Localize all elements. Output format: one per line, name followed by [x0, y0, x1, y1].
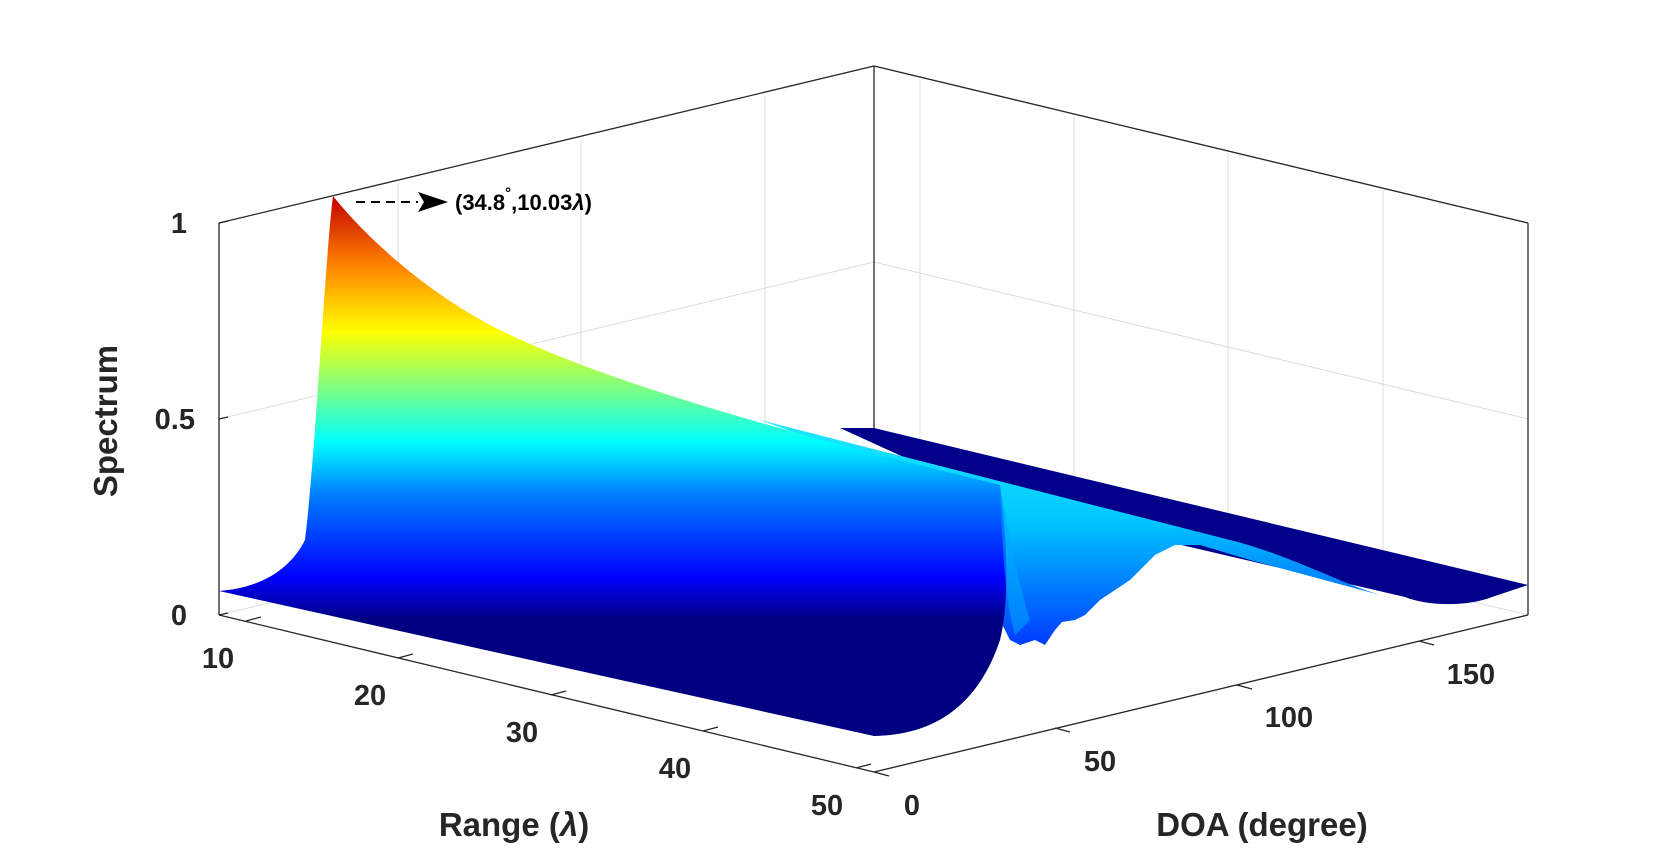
- range-tick-mark: [397, 653, 414, 659]
- range-tick-mark: [245, 616, 262, 622]
- range-tick-label: 40: [659, 753, 691, 785]
- spectrum-surface: [219, 196, 1528, 736]
- range-tick-label: 30: [506, 717, 538, 749]
- top-back-edge: [218, 65, 875, 224]
- spectrum-tick-mark: [218, 612, 229, 616]
- range-tick-label: 10: [202, 643, 234, 675]
- peak-label-degree: °: [505, 185, 511, 202]
- range-tick-label: 50: [811, 790, 843, 822]
- surface-floor-back: [840, 428, 1528, 605]
- peak-label-range: ,10.03: [511, 190, 572, 215]
- doa-tick-label: 100: [1265, 702, 1313, 734]
- range-tick-mark: [702, 726, 719, 732]
- peak-label-doa: (34.8: [455, 190, 505, 215]
- doa-tick-mark: [873, 771, 890, 777]
- peak-annotation: (34.8°,10.03λ): [356, 185, 592, 215]
- spectrum-tick-label: 1: [171, 208, 187, 240]
- doa-tick-mark: [1236, 684, 1253, 690]
- range-axis-label-close: ): [578, 806, 589, 843]
- spectrum-tick-mark: [218, 416, 229, 420]
- range-axis-label: Range (λ): [439, 806, 589, 843]
- spectrum-axis-label: Spectrum: [87, 345, 124, 497]
- spectrum-tick-labels: 1 0.5 0: [155, 208, 195, 632]
- doa-tick-label: 0: [904, 790, 920, 822]
- doa-tick-label: 150: [1447, 659, 1495, 691]
- range-tick-mark: [855, 763, 872, 769]
- peak-label-lambda: λ: [571, 190, 584, 215]
- doa-axis-label: DOA (degree): [1156, 806, 1367, 843]
- doa-tick-mark: [1054, 727, 1071, 733]
- doa-tick-mark: [1418, 640, 1435, 646]
- surface-ridge-tail: [1000, 485, 1030, 635]
- peak-arrow-head: [418, 192, 448, 212]
- grid-line: [873, 261, 1529, 420]
- range-tick-label: 20: [354, 680, 386, 712]
- range-axis-label-text: Range (: [439, 806, 560, 843]
- peak-label-close: ): [585, 190, 592, 215]
- tick-marks: [218, 220, 1435, 777]
- range-tick-mark: [550, 690, 567, 696]
- spectrum-tick-label: 0: [171, 600, 187, 632]
- top-back-edge: [873, 65, 1529, 224]
- range-axis-label-lambda: λ: [558, 806, 578, 843]
- doa-tick-labels: 0 50 100 150: [904, 659, 1495, 822]
- range-axis-line: [218, 614, 875, 773]
- spectrum-tick-mark: [218, 220, 229, 224]
- spectrum-tick-label: 0.5: [155, 404, 195, 436]
- peak-label: (34.8°,10.03λ): [455, 185, 592, 215]
- range-tick-labels: 10 20 30 40 50: [202, 643, 843, 822]
- doa-tick-label: 50: [1084, 746, 1116, 778]
- surface-main-ridge: [219, 196, 1007, 736]
